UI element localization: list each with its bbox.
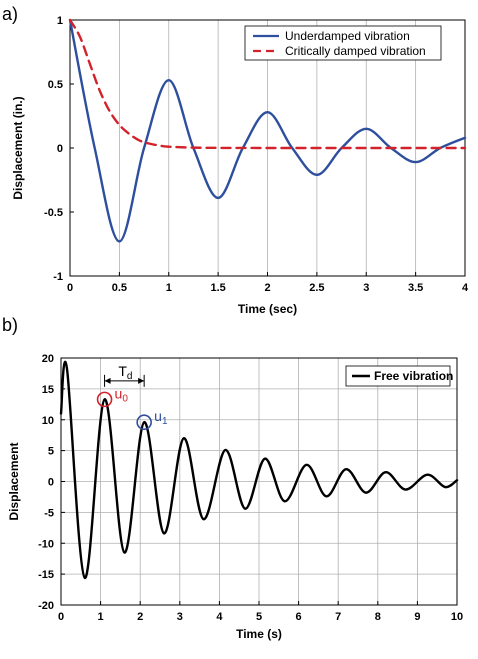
y-tick-label: 0.5 xyxy=(48,79,63,91)
x-tick-label: 1.5 xyxy=(210,282,225,294)
x-axis-title-b: Time (s) xyxy=(236,627,282,641)
x-tick-label: 2 xyxy=(264,282,270,294)
y-tick-label: -10 xyxy=(38,538,54,550)
x-tick-label: 4 xyxy=(462,282,469,294)
x-tick-label: 9 xyxy=(414,611,420,623)
y-tick-label: 1 xyxy=(57,15,63,27)
x-tick-label: 7 xyxy=(335,611,341,623)
panel-label-a: a) xyxy=(2,4,18,24)
y-axis-title-b: Displacement xyxy=(7,442,21,520)
y-tick-label: 0 xyxy=(57,143,63,155)
period-arrow-left xyxy=(104,377,111,384)
y-tick-label: -5 xyxy=(44,507,54,519)
y-tick-label: -15 xyxy=(38,569,54,581)
chart-b: b) 0 1 2 3 4 5 6 7 8 9 10 20 15 10 5 0 -5 -10 -15 -20 Td u0 u… xyxy=(2,315,463,641)
x-tick-label: 3 xyxy=(363,282,369,294)
legend-label-free-vibration: Free vibration xyxy=(374,369,453,383)
period-arrow-right xyxy=(138,377,145,384)
y-tick-label: -1 xyxy=(53,271,63,283)
x-tick-label: 10 xyxy=(451,611,463,623)
series-line-primary xyxy=(59,360,459,580)
y-tick-label: -20 xyxy=(38,600,54,612)
y-tick-label: 5 xyxy=(48,446,54,458)
amplitude-marker-u1 xyxy=(136,414,152,431)
legend-label-underdamped: Underdamped vibration xyxy=(285,29,410,43)
y-tick-label: 0 xyxy=(48,477,54,489)
x-tick-label: 0 xyxy=(58,611,64,623)
x-tick-label: 3.5 xyxy=(408,282,423,294)
amplitude-marker-u0 xyxy=(96,391,113,408)
x-tick-label: 5 xyxy=(256,611,262,623)
legend-label-critically-damped: Critically damped vibration xyxy=(285,44,426,58)
y-tick-label: 15 xyxy=(42,384,54,396)
x-tick-label: 8 xyxy=(375,611,381,623)
x-tick-label: 2 xyxy=(137,611,143,623)
series-line-secondary xyxy=(68,18,467,150)
x-tick-label: 4 xyxy=(216,611,223,623)
x-tick-label: 1 xyxy=(166,282,172,294)
y-axis-title-a: Displacement (in.) xyxy=(11,96,25,199)
period-label: Td xyxy=(118,363,132,382)
x-tick-label: 2.5 xyxy=(309,282,324,294)
x-tick-label: 0 xyxy=(67,282,73,294)
x-axis-title-a: Time (sec) xyxy=(238,302,297,316)
y-tick-label: 10 xyxy=(42,415,54,427)
panel-label-b: b) xyxy=(2,315,18,335)
y-tick-label: -0.5 xyxy=(44,207,63,219)
amplitude-label-u0: u0 xyxy=(115,385,129,404)
legend-a: Underdamped vibration Critically damped … xyxy=(244,25,442,61)
x-tick-label: 3 xyxy=(177,611,183,623)
chart-a: a) 0 0.5 1 1.5 2 2.5 3 3.5 4 1 0.5 0 -0.5 -1 Underdam… xyxy=(2,4,469,316)
x-tick-label: 6 xyxy=(296,611,302,623)
x-tick-label: 1 xyxy=(98,611,104,623)
y-tick-label: 20 xyxy=(42,353,54,365)
legend-b: Free vibration xyxy=(345,365,453,387)
x-tick-label: 0.5 xyxy=(112,282,127,294)
amplitude-label-u1: u1 xyxy=(154,408,168,427)
